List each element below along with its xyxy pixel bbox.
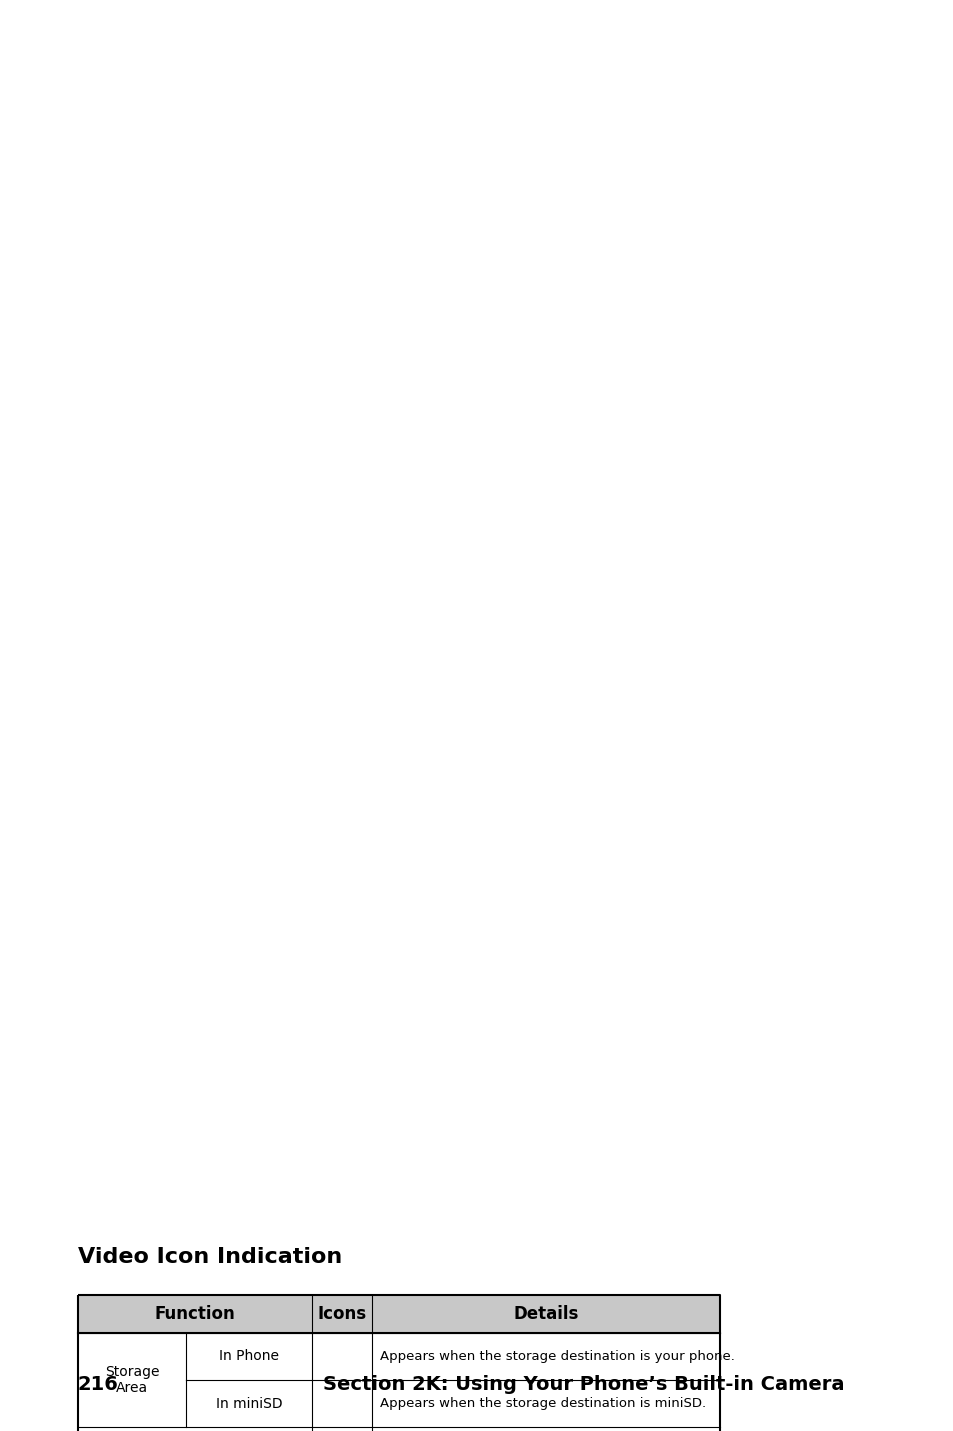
Text: 216: 216 <box>78 1375 119 1394</box>
Text: In miniSD: In miniSD <box>215 1397 282 1411</box>
Text: Function: Function <box>154 1305 235 1324</box>
Text: Storage
Area: Storage Area <box>105 1365 159 1395</box>
Text: Details: Details <box>513 1305 578 1324</box>
Bar <box>312 1295 372 1334</box>
Text: Appears when the storage destination is your phone.: Appears when the storage destination is … <box>379 1349 734 1362</box>
Text: Icons: Icons <box>317 1305 366 1324</box>
Bar <box>78 1295 312 1334</box>
Text: Video Icon Indication: Video Icon Indication <box>78 1246 342 1266</box>
Text: In Phone: In Phone <box>219 1349 278 1364</box>
Text: Section 2K: Using Your Phone’s Built-in Camera: Section 2K: Using Your Phone’s Built-in … <box>323 1375 843 1394</box>
Text: Appears when the storage destination is miniSD.: Appears when the storage destination is … <box>379 1397 705 1410</box>
Bar <box>372 1295 720 1334</box>
